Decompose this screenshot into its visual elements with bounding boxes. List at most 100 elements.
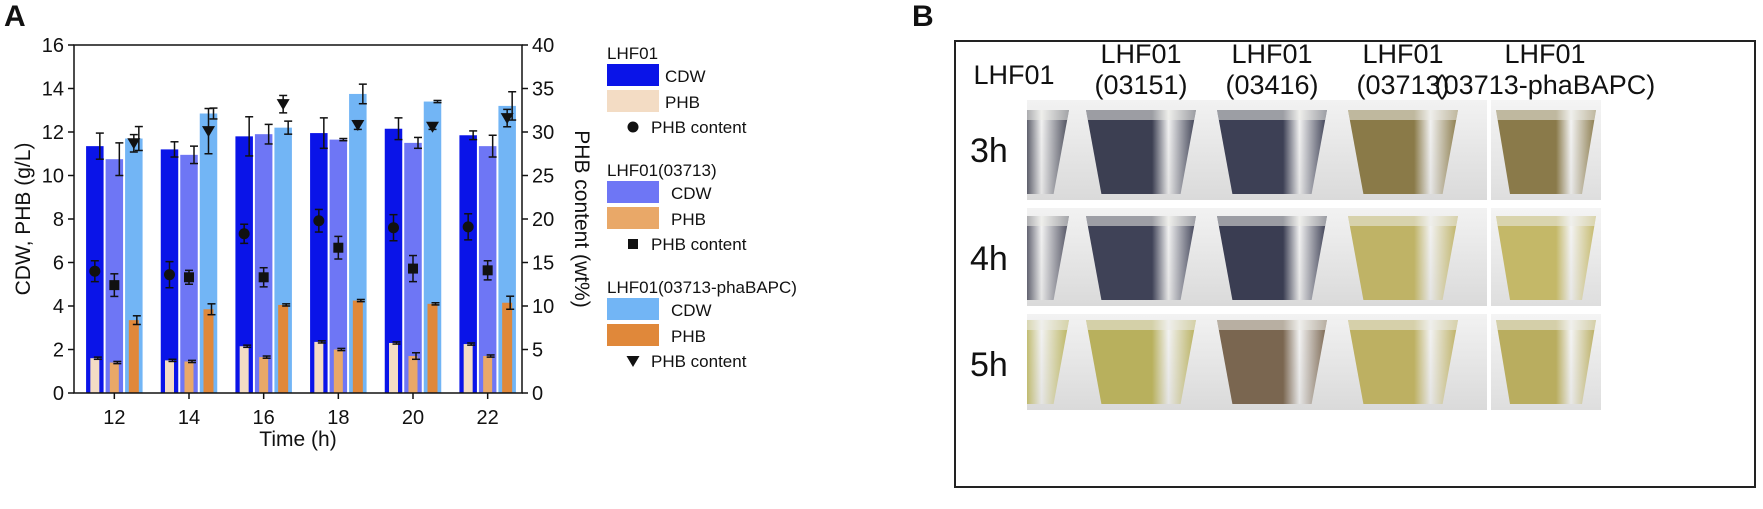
- legend-content-label-1: PHB content: [651, 235, 747, 254]
- phb-error-0-14: [168, 358, 177, 363]
- culture-tube: [1217, 320, 1327, 404]
- cdw-error-1-14: [190, 145, 198, 165]
- y-right-tick-label-10: 10: [532, 296, 554, 318]
- photo-column-label: LHF01 (03416): [1225, 39, 1319, 100]
- phb-bar-0-22: [463, 344, 473, 393]
- phb-error-2-22: [506, 295, 515, 311]
- cdw-bar-0-16: [235, 136, 253, 393]
- cdw-error-1-20: [414, 136, 422, 150]
- y-right-tick-label-35: 35: [532, 79, 554, 101]
- photo-row-label: 4h: [970, 240, 1008, 278]
- y-right-axis-title: PHB content (wt%): [570, 130, 593, 307]
- cdw-bar-0-18: [310, 133, 328, 393]
- culture-tube: [1348, 110, 1458, 194]
- cdw-error-0-12: [95, 132, 104, 160]
- x-tick-label-22: 22: [477, 407, 499, 429]
- phb-error-2-12: [132, 315, 141, 326]
- phb-error-0-22: [467, 342, 476, 346]
- content-marker-2-22: [500, 113, 514, 125]
- cdw-error-1-18: [339, 137, 348, 142]
- content-marker-2-16: [276, 99, 290, 111]
- culture-photo-strip: [1491, 314, 1601, 410]
- phb-bar-2-18: [352, 300, 363, 393]
- content-marker-0-14: [164, 269, 175, 281]
- phb-error-1-12: [113, 360, 122, 365]
- phb-error-0-18: [317, 340, 326, 344]
- content-marker-0-12: [89, 265, 101, 277]
- cdw-bar-1-18: [329, 139, 348, 393]
- panel-b-label: B: [912, 0, 934, 33]
- culture-photo-strip: [1491, 100, 1601, 200]
- photo-column-label: LHF01 (03151): [1094, 39, 1188, 100]
- culture-tube: [1217, 110, 1327, 194]
- content-marker-2-14: [202, 126, 215, 138]
- phb-error-1-18: [337, 347, 346, 352]
- culture-photo-strip: [1027, 208, 1487, 306]
- content-marker-1-12: [109, 280, 120, 291]
- phb-bar-1-22: [483, 356, 493, 393]
- content-marker-0-20: [388, 222, 399, 234]
- phb-bar-2-14: [203, 309, 214, 393]
- y-right-tick-label-5: 5: [532, 340, 543, 362]
- legend-phb-swatch-0: [607, 90, 659, 112]
- culture-photo-strip: [1027, 100, 1487, 200]
- y-left-tick-label-12: 12: [42, 122, 64, 144]
- legend-title-2: LHF01(03713-phaBAPC): [607, 278, 797, 297]
- phb-error-2-20: [431, 301, 440, 306]
- y-right-tick-label-15: 15: [532, 253, 554, 275]
- photo-column-label: LHF01 (03713-phaBAPC): [1434, 39, 1656, 100]
- culture-tube: [1027, 320, 1069, 404]
- cdw-error-0-16: [245, 116, 254, 157]
- culture-tube: [1348, 216, 1458, 300]
- y-left-axis-title: CDW, PHB (g/L): [12, 143, 35, 296]
- legend-cdw-label-1: CDW: [671, 184, 712, 203]
- phb-bar-1-16: [259, 357, 269, 393]
- culture-tube: [1086, 110, 1196, 194]
- y-right-tick-label-20: 20: [532, 209, 554, 231]
- culture-photo-strip: [1491, 208, 1601, 306]
- phb-bar-2-12: [128, 320, 139, 393]
- y-left-tick-label-10: 10: [42, 166, 64, 188]
- y-left-tick-label-4: 4: [53, 296, 64, 318]
- content-marker-0-18: [313, 215, 325, 227]
- content-marker-0-22: [462, 221, 474, 233]
- y-left-tick-label-2: 2: [53, 340, 64, 362]
- phb-bar-1-14: [184, 361, 194, 393]
- phb-bar-0-16: [239, 346, 249, 393]
- content-marker-1-18: [333, 242, 344, 253]
- cdw-error-2-20: [433, 99, 442, 104]
- x-axis-title: Time (h): [259, 428, 336, 451]
- phb-error-1-14: [188, 359, 196, 364]
- y-right-tick-label-30: 30: [532, 122, 554, 144]
- legend-cdw-label-2: CDW: [671, 301, 712, 320]
- legend-cdw-swatch-2: [607, 298, 659, 320]
- legend-phb-label-0: PHB: [665, 93, 700, 112]
- culture-tube: [1086, 216, 1196, 300]
- culture-tube: [1027, 216, 1069, 300]
- phb-error-2-16: [282, 303, 291, 307]
- content-marker-0-16: [238, 228, 250, 240]
- content-marker-1-14: [184, 272, 194, 283]
- legend-phb-swatch-2: [607, 324, 659, 346]
- phb-bar-2-16: [278, 304, 289, 393]
- phb-bar-0-20: [389, 342, 398, 393]
- phb-error-1-22: [486, 354, 495, 358]
- cdw-error-0-20: [394, 117, 403, 141]
- content-marker-1-22: [482, 265, 493, 276]
- cdw-error-1-12: [115, 142, 124, 177]
- panel-a-label: A: [4, 0, 26, 33]
- cdw-error-0-22: [469, 130, 478, 141]
- phb-error-1-16: [262, 355, 271, 359]
- content-marker-2-20: [426, 121, 439, 133]
- legend-cdw-swatch-1: [607, 181, 659, 203]
- cdw-bar-0-22: [459, 135, 477, 393]
- photo-column-label: LHF01: [973, 60, 1055, 90]
- photo-row-label: 5h: [970, 346, 1008, 384]
- x-tick-label-20: 20: [402, 407, 424, 429]
- y-right-tick-label-0: 0: [532, 383, 543, 405]
- legend-content-marker-0: [627, 121, 639, 133]
- phb-error-0-12: [93, 356, 102, 361]
- cdw-error-2-16: [284, 120, 293, 135]
- y-left-tick-label-14: 14: [42, 79, 64, 101]
- culture-tube: [1496, 320, 1596, 404]
